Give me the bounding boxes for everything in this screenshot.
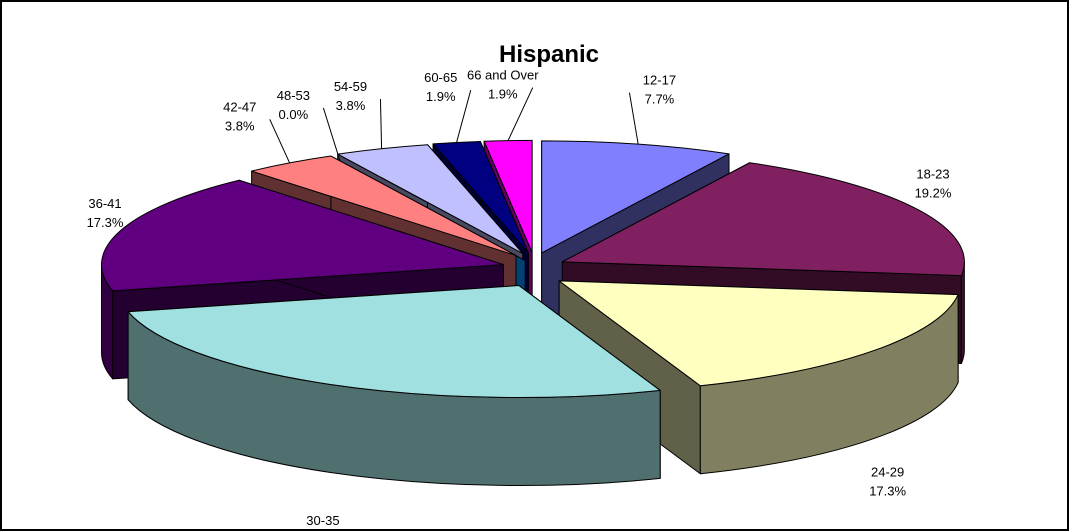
slice-category-label: 54-59 [334, 79, 367, 94]
data-label-36-41: 36-41 17.3% [87, 196, 124, 230]
data-label-66-and-over: 66 and Over 1.9% [467, 68, 539, 102]
chart-title: Hispanic [499, 41, 599, 68]
leader-line-48-53 [322, 107, 341, 162]
leader-line-12-17 [628, 92, 639, 145]
leader-line-60-65 [456, 90, 472, 143]
leader-lines [269, 87, 639, 164]
leader-line-42-47 [269, 119, 291, 164]
leader-line-54-59 [379, 98, 383, 149]
slice-category-label: 66 and Over [467, 68, 539, 83]
slice-category-label: 60-65 [424, 70, 457, 85]
slice-percent-label: 1.9% [426, 89, 456, 104]
data-label-42-47: 42-47 3.8% [223, 99, 256, 133]
data-label-54-59: 54-59 3.8% [334, 79, 367, 113]
pie-slices [101, 139, 965, 487]
slice-30-35 [127, 285, 661, 487]
slice-percent-label: 17.3% [869, 483, 906, 498]
slice-percent-label: 7.7% [645, 92, 675, 107]
slice-percent-label: 19.2% [915, 185, 952, 200]
data-label-18-23: 18-23 19.2% [915, 166, 952, 200]
data-label-48-53: 48-53 0.0% [277, 88, 310, 122]
slice-percent-label: 0.0% [279, 107, 309, 122]
leader-line-66-and-over [507, 87, 534, 141]
slice-category-label: 48-53 [277, 88, 310, 103]
data-labels: 12-177.7%18-2319.2%24-2917.3%30-3526.9%3… [87, 68, 952, 529]
slice-24-29 [558, 280, 959, 475]
slice-category-label: 42-47 [223, 99, 256, 114]
slice-percent-label: 17.3% [87, 215, 124, 230]
data-label-60-65: 60-65 1.9% [424, 70, 457, 104]
data-label-24-29: 24-29 17.3% [869, 464, 906, 498]
slice-category-label: 24-29 [871, 464, 904, 479]
slice-category-label: 30-35 [306, 513, 339, 528]
slice-category-label: 36-41 [88, 196, 121, 211]
slice-category-label: 18-23 [916, 166, 949, 181]
data-label-12-17: 12-17 7.7% [643, 73, 676, 107]
slice-percent-label: 3.8% [225, 118, 255, 133]
slice-category-label: 12-17 [643, 73, 676, 88]
slice-percent-label: 3.8% [336, 98, 366, 113]
data-label-30-35: 30-3526.9% [306, 513, 339, 528]
slice-percent-label: 1.9% [488, 87, 518, 102]
